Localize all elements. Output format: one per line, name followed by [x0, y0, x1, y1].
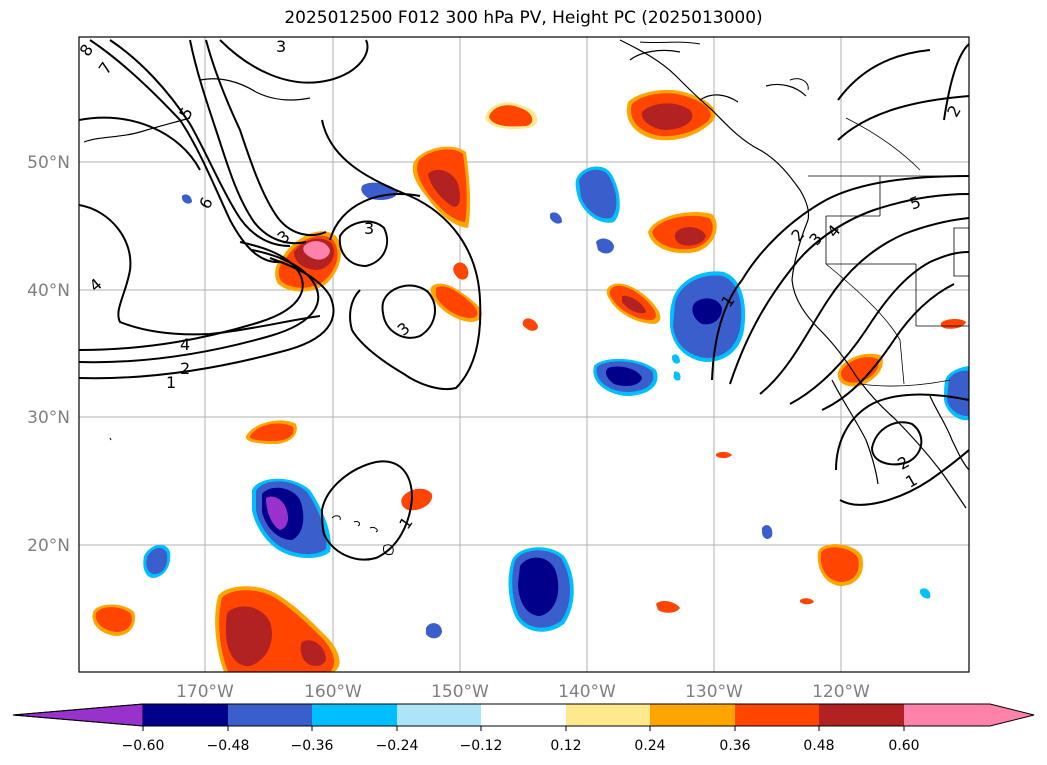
lon-label-170w: 170°W — [176, 682, 234, 702]
pv-anomaly-negative — [593, 358, 658, 396]
colorbar-tick-label: −0.48 — [207, 738, 250, 754]
pv-anomaly-positive — [817, 544, 864, 586]
colorbar-tick-label: −0.36 — [291, 738, 334, 754]
lon-label-130w: 130°W — [685, 682, 743, 702]
colorbar-tick-label: −0.12 — [460, 738, 503, 754]
contour-label: 4 — [180, 335, 190, 354]
pv-anomaly-negative — [252, 478, 331, 558]
coastlines — [83, 39, 969, 509]
pv-anomaly-positive — [430, 283, 482, 322]
height-contours — [79, 39, 969, 561]
pv-anomaly-positive — [837, 353, 883, 387]
colorbar-tick-label: 0.36 — [719, 738, 750, 754]
lat-label-30n: 30°N — [27, 408, 70, 428]
pv-anomaly-positive — [275, 231, 341, 292]
colorbar-swatch — [397, 704, 481, 726]
colorbar-swatch — [819, 704, 904, 726]
colorbar-swatch — [143, 704, 228, 726]
pv-anomaly-positive — [215, 586, 340, 672]
colorbar-swatch — [650, 704, 735, 726]
lon-label-160w: 160°W — [304, 682, 362, 702]
colorbar: −0.60 −0.48 −0.36 −0.24 −0.12 0.12 0.24 … — [12, 703, 1035, 754]
contour-label: 3 — [364, 219, 374, 238]
lon-label-150w: 150°W — [431, 682, 489, 702]
pv-anomaly-positive — [606, 283, 661, 324]
pv-anomaly-negative — [575, 166, 620, 223]
contour-label: 1 — [166, 373, 176, 392]
pv-anomaly-positive — [716, 451, 814, 605]
islands — [109, 41, 809, 555]
colorbar-tick-label: −0.60 — [122, 738, 165, 754]
pv-anomaly-negative — [508, 547, 574, 632]
latitude-labels: 50°N 40°N 30°N 20°N — [27, 153, 70, 556]
colorbar-max-extension — [904, 704, 1034, 726]
pv-anomaly-positive — [453, 262, 469, 280]
pv-anomaly-positive — [412, 146, 471, 228]
colorbar-swatch — [228, 704, 312, 726]
pv-anomaly-negative — [670, 271, 746, 362]
pv-anomaly-positive — [656, 601, 680, 613]
longitude-labels: 170°W 160°W 150°W 140°W 130°W 120°W — [176, 682, 870, 702]
pv-anomaly-positive — [648, 212, 717, 254]
lat-label-20n: 20°N — [27, 536, 70, 556]
colorbar-tick-label: 0.12 — [550, 738, 581, 754]
colorbar-tick-label: 0.24 — [634, 738, 665, 754]
pv-anomaly-positive — [485, 102, 538, 129]
pv-anomaly-negative — [182, 194, 931, 639]
pv-anomaly-positive — [245, 420, 297, 444]
lat-label-50n: 50°N — [27, 153, 70, 173]
lon-label-140w: 140°W — [558, 682, 616, 702]
pv-anomaly-positive — [626, 89, 716, 141]
colorbar-tick-label: −0.24 — [376, 738, 419, 754]
colorbar-swatch — [481, 704, 566, 726]
colorbar-swatch — [735, 704, 819, 726]
contour-label: 3 — [276, 37, 286, 56]
colorbar-tick-label: 0.48 — [803, 738, 834, 754]
colorbar-min-extension — [12, 703, 144, 727]
pv-anomaly-negative — [143, 544, 171, 578]
map-title: 2025012500 F012 300 hPa PV, Height PC (2… — [284, 8, 763, 28]
pv-anomaly-negative — [944, 366, 969, 421]
contour-label: 2 — [180, 359, 190, 378]
positive-pv-anomalies — [92, 89, 966, 672]
colorbar-swatch — [312, 704, 397, 726]
pv-anomaly-positive — [401, 488, 433, 511]
pv-anomaly-positive — [92, 604, 136, 636]
political-boundaries — [808, 117, 969, 387]
map-border — [78, 36, 970, 673]
lat-label-40n: 40°N — [27, 281, 70, 301]
colorbar-tick-label: 0.60 — [888, 738, 919, 754]
colorbar-swatch — [566, 704, 650, 726]
lon-label-120w: 120°W — [812, 682, 870, 702]
pv-anomaly-positive — [522, 318, 538, 331]
